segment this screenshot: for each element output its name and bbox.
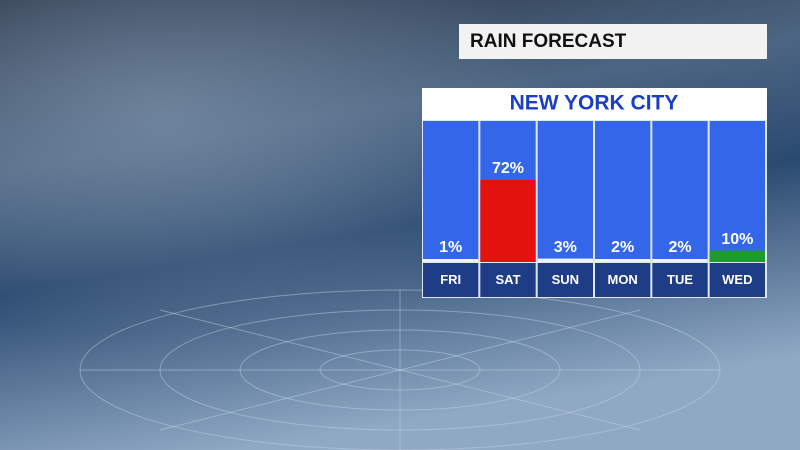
chart-subtitle: NEW YORK CITY bbox=[510, 92, 679, 115]
bar bbox=[595, 259, 651, 262]
column-background bbox=[652, 121, 708, 262]
day-box bbox=[652, 263, 708, 297]
day-box bbox=[480, 263, 536, 297]
bar bbox=[537, 258, 593, 262]
subtitle-box bbox=[422, 88, 767, 120]
radar-graphic bbox=[79, 289, 721, 450]
value-label: 10% bbox=[721, 231, 753, 248]
column-background bbox=[537, 121, 593, 262]
day-box bbox=[537, 263, 593, 297]
bar bbox=[480, 179, 536, 262]
day-box bbox=[709, 263, 765, 297]
bar bbox=[423, 259, 479, 262]
chart-title: RAIN FORECAST bbox=[470, 31, 627, 52]
x-tick-label: TUE bbox=[667, 272, 693, 287]
bar bbox=[652, 259, 708, 262]
x-tick-label: SUN bbox=[552, 272, 579, 287]
value-label: 1% bbox=[439, 239, 462, 256]
title-box bbox=[459, 24, 767, 59]
panel bbox=[422, 120, 767, 298]
value-label: 2% bbox=[668, 239, 691, 256]
x-tick-label: SAT bbox=[495, 272, 520, 287]
value-label: 2% bbox=[611, 239, 634, 256]
day-box bbox=[423, 263, 479, 297]
column-background bbox=[423, 121, 479, 262]
value-label: 72% bbox=[492, 160, 524, 177]
x-tick-label: MON bbox=[607, 272, 637, 287]
x-tick-label: WED bbox=[722, 272, 752, 287]
column-background bbox=[709, 121, 765, 262]
bar bbox=[709, 250, 765, 262]
x-tick-label: FRI bbox=[440, 272, 461, 287]
column-background bbox=[595, 121, 651, 262]
day-box bbox=[595, 263, 651, 297]
value-label: 3% bbox=[554, 239, 577, 256]
